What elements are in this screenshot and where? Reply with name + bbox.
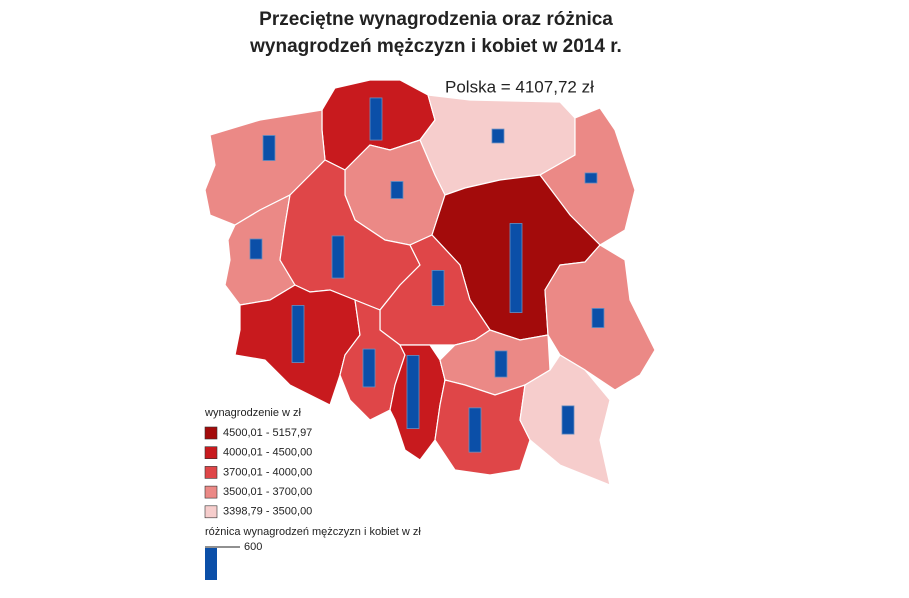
gap-bar [561,405,575,435]
gap-bar [491,128,505,144]
gap-bar [262,135,276,161]
gap-bar [584,172,598,184]
legend-label: 4500,01 - 5157,97 [223,427,312,439]
gap-bar [369,97,383,141]
legend: 4500,01 - 5157,97 4000,01 - 4500,00 3700,0… [204,426,312,580]
gap-bars [249,97,605,453]
legend-swatch [204,505,218,519]
legend-gap-title: różnica wynagrodzeń mężczyzn i kobiet w … [205,526,421,538]
gap-bar [362,348,376,388]
legend-scale-label: 600 [244,541,262,553]
gap-bar [249,238,263,260]
gap-bar [591,307,605,328]
regions [204,79,656,486]
legend-swatch [204,485,218,499]
gap-bar [406,355,420,429]
gap-bar [494,350,508,378]
legend-title: wynagrodzenie w zł [204,407,302,419]
gap-bar [331,235,345,279]
gap-bar [509,223,523,313]
legend-scale-bar [205,548,217,580]
legend-swatch [204,426,218,440]
gap-bar [390,181,404,199]
gap-bar [431,269,445,306]
title-line: wynagrodzeń mężczyzn i kobiet w 2014 r. [249,36,622,57]
legend-swatch [204,466,218,479]
legend-swatch [204,446,218,460]
gap-bar [468,407,482,453]
legend-label: 3398,79 - 3500,00 [223,506,312,518]
national-average: Polska = 4107,72 zł [445,77,594,96]
legend-label: 3700,01 - 4000,00 [223,466,312,478]
gap-bar [291,305,305,363]
region [434,379,531,476]
title-line: Przeciętne wynagrodzenia oraz różnica [259,9,613,30]
legend-label: 4000,01 - 4500,00 [223,447,312,459]
legend-label: 3500,01 - 3700,00 [223,486,312,498]
